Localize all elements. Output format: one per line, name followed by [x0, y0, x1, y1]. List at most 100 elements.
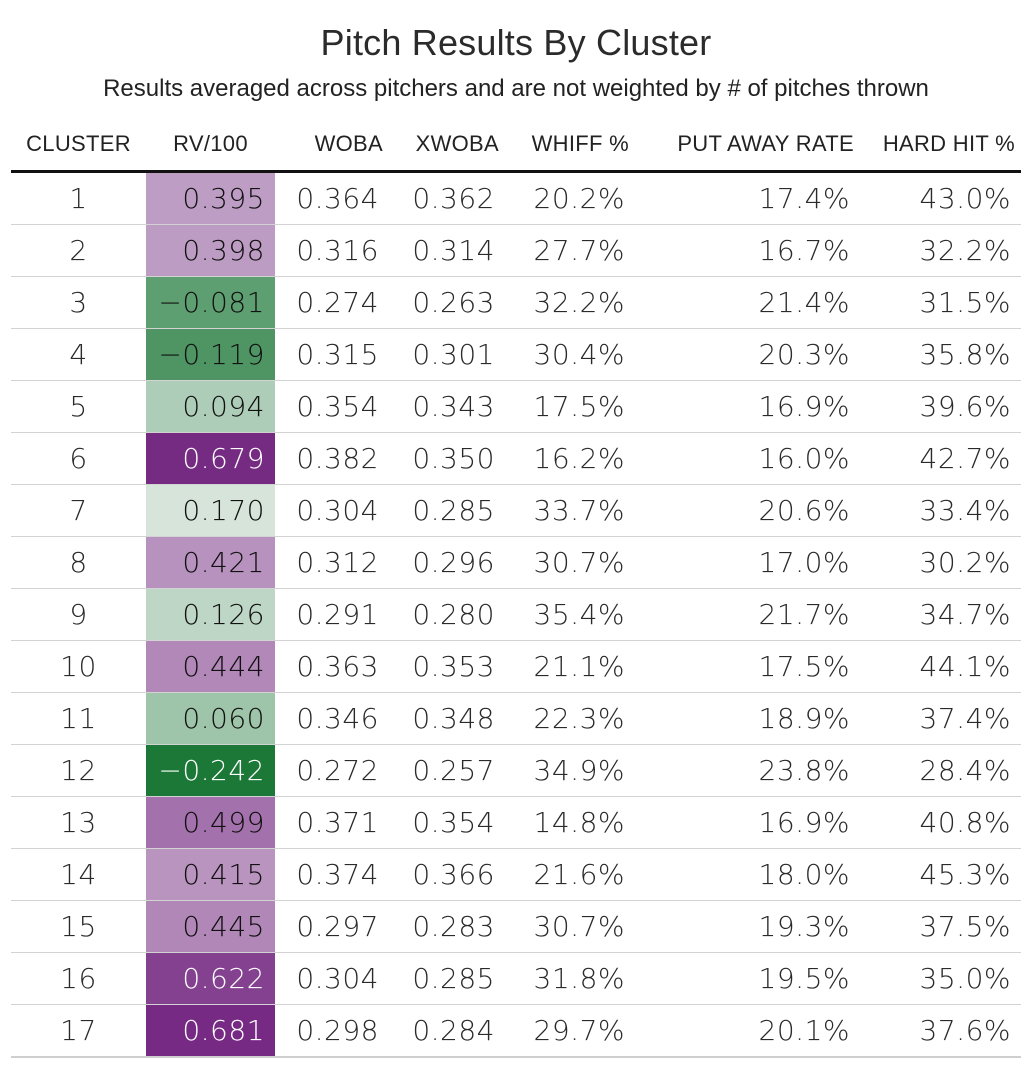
- cell-rv100: −0.119: [146, 328, 275, 381]
- cell-put-away-rate: 20.1%: [635, 1004, 860, 1058]
- table-row: 6 0.679 0.382 0.350 16.2% 16.0% 42.7%: [11, 432, 1021, 485]
- cell-hard-hit: 43.0%: [860, 171, 1021, 225]
- cell-woba: 0.382: [275, 432, 389, 485]
- table-row: 16 0.622 0.304 0.285 31.8% 19.5% 35.0%: [11, 952, 1021, 1005]
- cell-hard-hit: 44.1%: [860, 640, 1021, 693]
- cell-xwoba: 0.284: [389, 1004, 505, 1058]
- cell-whiff: 30.4%: [505, 328, 635, 381]
- cell-whiff: 32.2%: [505, 276, 635, 329]
- table-row: 2 0.398 0.316 0.314 27.7% 16.7% 32.2%: [11, 224, 1021, 277]
- cell-xwoba: 0.366: [389, 848, 505, 901]
- cell-cluster: 5: [11, 380, 146, 433]
- cell-put-away-rate: 21.4%: [635, 276, 860, 329]
- cell-cluster: 2: [11, 224, 146, 277]
- chart-subtitle: Results averaged across pitchers and are…: [103, 75, 929, 102]
- cell-put-away-rate: 17.4%: [635, 171, 860, 225]
- cell-hard-hit: 37.5%: [860, 900, 1021, 953]
- cell-whiff: 20.2%: [505, 171, 635, 225]
- header-row: CLUSTER RV/100 WOBA XWOBA WHIFF % PUT AW…: [11, 118, 1021, 173]
- cell-cluster: 4: [11, 328, 146, 381]
- table-row: 13 0.499 0.371 0.354 14.8% 16.9% 40.8%: [11, 796, 1021, 849]
- cell-cluster: 6: [11, 432, 146, 485]
- column-header-rv100[interactable]: RV/100: [146, 118, 275, 173]
- column-header-put-away-rate[interactable]: PUT AWAY RATE: [635, 118, 860, 173]
- cell-woba: 0.364: [275, 171, 389, 225]
- cell-put-away-rate: 18.0%: [635, 848, 860, 901]
- cell-hard-hit: 35.0%: [860, 952, 1021, 1005]
- cell-woba: 0.291: [275, 588, 389, 641]
- cell-woba: 0.304: [275, 484, 389, 537]
- cell-woba: 0.316: [275, 224, 389, 277]
- cell-rv100: 0.681: [146, 1004, 275, 1058]
- cell-rv100: 0.170: [146, 484, 275, 537]
- table-row: 11 0.060 0.346 0.348 22.3% 18.9% 37.4%: [11, 692, 1021, 745]
- cell-hard-hit: 40.8%: [860, 796, 1021, 849]
- cell-whiff: 34.9%: [505, 744, 635, 797]
- cell-whiff: 22.3%: [505, 692, 635, 745]
- cell-cluster: 15: [11, 900, 146, 953]
- cell-hard-hit: 34.7%: [860, 588, 1021, 641]
- cell-put-away-rate: 18.9%: [635, 692, 860, 745]
- cell-cluster: 7: [11, 484, 146, 537]
- cell-hard-hit: 32.2%: [860, 224, 1021, 277]
- cell-xwoba: 0.280: [389, 588, 505, 641]
- column-header-xwoba[interactable]: XWOBA: [389, 118, 505, 173]
- cell-cluster: 8: [11, 536, 146, 589]
- cell-cluster: 14: [11, 848, 146, 901]
- cell-put-away-rate: 16.0%: [635, 432, 860, 485]
- cell-cluster: 16: [11, 952, 146, 1005]
- cell-put-away-rate: 23.8%: [635, 744, 860, 797]
- cell-woba: 0.304: [275, 952, 389, 1005]
- cell-put-away-rate: 16.9%: [635, 796, 860, 849]
- table-row: 9 0.126 0.291 0.280 35.4% 21.7% 34.7%: [11, 588, 1021, 641]
- cell-cluster: 10: [11, 640, 146, 693]
- table-row: 4 −0.119 0.315 0.301 30.4% 20.3% 35.8%: [11, 328, 1021, 381]
- cell-hard-hit: 39.6%: [860, 380, 1021, 433]
- cell-rv100: 0.415: [146, 848, 275, 901]
- cell-rv100: 0.445: [146, 900, 275, 953]
- table-row: 5 0.094 0.354 0.343 17.5% 16.9% 39.6%: [11, 380, 1021, 433]
- column-header-woba[interactable]: WOBA: [275, 118, 389, 173]
- cell-whiff: 33.7%: [505, 484, 635, 537]
- cell-put-away-rate: 17.5%: [635, 640, 860, 693]
- cell-xwoba: 0.353: [389, 640, 505, 693]
- cell-cluster: 17: [11, 1004, 146, 1058]
- table-row: 14 0.415 0.374 0.366 21.6% 18.0% 45.3%: [11, 848, 1021, 901]
- cell-whiff: 29.7%: [505, 1004, 635, 1058]
- cell-rv100: 0.499: [146, 796, 275, 849]
- cell-whiff: 31.8%: [505, 952, 635, 1005]
- cell-woba: 0.272: [275, 744, 389, 797]
- cell-rv100: −0.081: [146, 276, 275, 329]
- cell-whiff: 21.1%: [505, 640, 635, 693]
- cell-rv100: −0.242: [146, 744, 275, 797]
- cell-put-away-rate: 19.3%: [635, 900, 860, 953]
- cell-xwoba: 0.285: [389, 484, 505, 537]
- column-header-cluster[interactable]: CLUSTER: [11, 118, 146, 173]
- cell-xwoba: 0.285: [389, 952, 505, 1005]
- cell-woba: 0.346: [275, 692, 389, 745]
- column-header-whiff[interactable]: WHIFF %: [505, 118, 635, 173]
- cell-rv100: 0.421: [146, 536, 275, 589]
- cell-whiff: 21.6%: [505, 848, 635, 901]
- cell-whiff: 27.7%: [505, 224, 635, 277]
- cell-rv100: 0.094: [146, 380, 275, 433]
- cell-whiff: 30.7%: [505, 536, 635, 589]
- cell-cluster: 1: [11, 171, 146, 225]
- column-header-hard-hit[interactable]: HARD HIT %: [860, 118, 1021, 173]
- cell-put-away-rate: 17.0%: [635, 536, 860, 589]
- table-row: 12 −0.242 0.272 0.257 34.9% 23.8% 28.4%: [11, 744, 1021, 797]
- cell-rv100: 0.444: [146, 640, 275, 693]
- cell-put-away-rate: 16.9%: [635, 380, 860, 433]
- cell-rv100: 0.679: [146, 432, 275, 485]
- cell-xwoba: 0.362: [389, 171, 505, 225]
- cell-hard-hit: 28.4%: [860, 744, 1021, 797]
- cell-rv100: 0.395: [146, 171, 275, 225]
- cell-whiff: 17.5%: [505, 380, 635, 433]
- cell-xwoba: 0.283: [389, 900, 505, 953]
- cell-woba: 0.312: [275, 536, 389, 589]
- cell-xwoba: 0.301: [389, 328, 505, 381]
- cell-cluster: 9: [11, 588, 146, 641]
- cell-rv100: 0.622: [146, 952, 275, 1005]
- cell-put-away-rate: 16.7%: [635, 224, 860, 277]
- cell-woba: 0.274: [275, 276, 389, 329]
